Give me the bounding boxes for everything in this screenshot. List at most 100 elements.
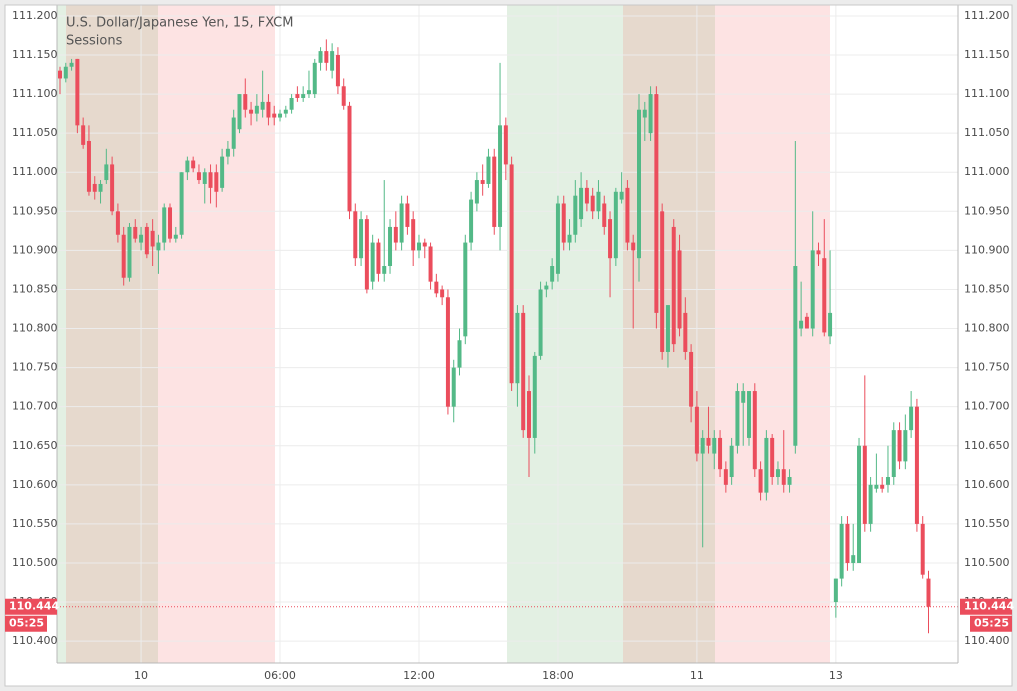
candle-body <box>278 113 283 118</box>
candle-body <box>671 226 676 345</box>
candle-body <box>58 70 62 79</box>
candle-body <box>492 156 497 227</box>
candle-body <box>654 94 659 313</box>
y-tick-label: 110.800 <box>12 322 58 335</box>
candle-body <box>272 113 277 118</box>
candle-body <box>862 445 867 524</box>
candle-body <box>555 203 560 274</box>
candle-body <box>596 191 601 212</box>
candle-body <box>306 90 311 95</box>
candle-body <box>144 226 149 255</box>
candle-body <box>416 242 421 251</box>
candle-body <box>590 195 595 212</box>
candle-body <box>457 340 462 368</box>
candle-body <box>185 160 190 173</box>
chart-subtitle: Sessions <box>66 34 123 49</box>
candle-body <box>648 94 653 134</box>
candle-body <box>718 437 723 470</box>
y-tick-label: 111.150 <box>12 48 58 61</box>
candle-body <box>382 266 387 274</box>
candle-body <box>642 109 647 118</box>
candle-body <box>775 469 780 478</box>
candle-body <box>781 469 786 485</box>
candle-body <box>503 125 508 165</box>
session-band <box>66 5 158 663</box>
candle-body <box>469 199 474 243</box>
y-tick-label-right: 110.800 <box>964 322 1010 335</box>
candle-body <box>926 578 931 607</box>
candle-body <box>225 148 230 157</box>
y-tick-label-right: 110.550 <box>964 517 1010 530</box>
candle-body <box>822 258 827 333</box>
candle-body <box>249 109 254 114</box>
candle-body <box>376 242 381 274</box>
candle-body <box>752 391 757 470</box>
candle-body <box>747 391 752 438</box>
y-tick-label-right: 110.500 <box>964 556 1010 569</box>
candle-body <box>191 160 196 169</box>
candle-body <box>399 203 404 243</box>
candle-body <box>579 187 584 220</box>
y-tick-label: 110.650 <box>12 439 58 452</box>
y-tick-label: 110.900 <box>12 243 58 256</box>
candle-body <box>168 207 173 239</box>
candle-body <box>608 219 613 259</box>
candle-body <box>584 187 589 204</box>
price-tag-label: 110.444 <box>9 600 59 613</box>
border <box>4 4 1013 687</box>
candle-body <box>173 234 178 239</box>
candle-body <box>799 320 804 329</box>
candle-body <box>388 226 393 267</box>
candle-body <box>405 203 410 227</box>
y-tick-label-right: 111.100 <box>964 87 1010 100</box>
candle-body <box>706 437 711 446</box>
candle-body <box>428 246 433 282</box>
candle-body <box>474 180 479 204</box>
y-tick-label: 110.750 <box>12 361 58 374</box>
candle-body <box>150 230 155 247</box>
x-tick-label: 18:00 <box>542 669 574 682</box>
candle-body <box>330 51 335 71</box>
candle-body <box>828 312 833 337</box>
session-band <box>507 5 623 663</box>
candle-body <box>665 305 670 352</box>
x-tick-label: 11 <box>690 669 704 682</box>
candle-body <box>121 234 126 278</box>
candle-body <box>914 406 919 524</box>
candle-body <box>139 234 144 243</box>
candle-body <box>69 62 74 67</box>
candle-body <box>98 183 103 192</box>
candle-body <box>335 55 340 87</box>
candle-body <box>312 62 317 95</box>
candle-body <box>816 250 821 255</box>
countdown-tag <box>970 615 1012 632</box>
chart-title: U.S. Dollar/Japanese Yen, 15, FXCM <box>66 16 293 31</box>
candle-body <box>260 101 265 110</box>
candle-body <box>480 180 485 184</box>
y-tick-label: 111.200 <box>12 9 58 22</box>
candle-body <box>903 430 908 462</box>
price-tag <box>960 598 1012 615</box>
candle-body <box>353 211 358 259</box>
candle-body <box>63 66 68 79</box>
candle-body <box>920 523 925 575</box>
candle-body <box>162 207 167 243</box>
labels: 110.400110.400110.450110.450110.500110.5… <box>5 9 1014 682</box>
y-tick-label: 111.100 <box>12 87 58 100</box>
candles <box>57 39 958 634</box>
candle-body <box>764 437 769 493</box>
candle-body <box>104 164 109 181</box>
y-tick-label-right: 111.200 <box>964 9 1010 22</box>
candle-body <box>301 94 306 98</box>
candle-body <box>422 242 427 247</box>
candle-body <box>729 445 734 478</box>
candle-body <box>637 109 641 259</box>
candle-body <box>243 94 248 110</box>
candle-body <box>220 156 225 188</box>
y-tick-label: 110.850 <box>12 282 58 295</box>
candle-body <box>874 484 879 489</box>
candle-body <box>445 297 450 407</box>
candle-body <box>463 242 468 337</box>
candle-body <box>266 101 271 118</box>
